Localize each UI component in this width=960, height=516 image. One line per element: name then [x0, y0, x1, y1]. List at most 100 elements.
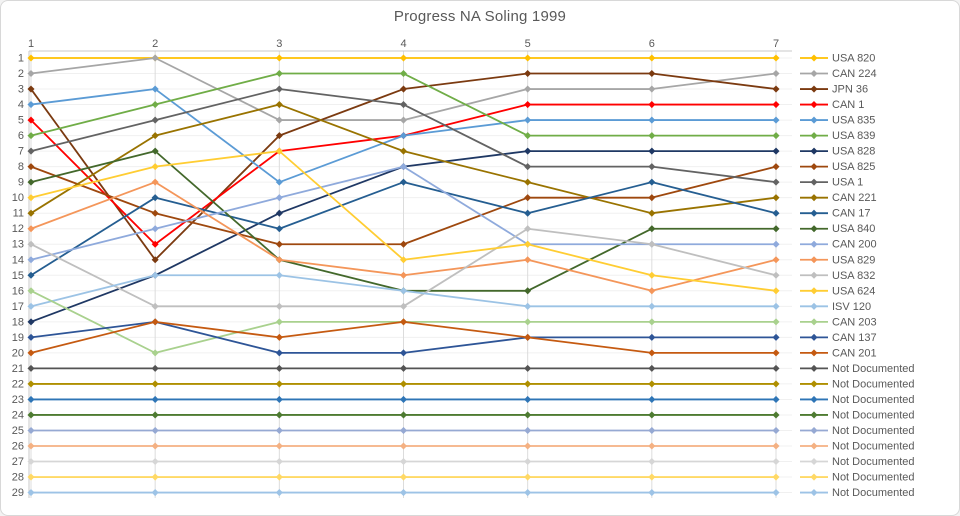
y-tick-label: 27: [12, 456, 24, 468]
legend-item-can-200[interactable]: CAN 200: [800, 239, 877, 251]
legend-item-can-17[interactable]: CAN 17: [800, 208, 871, 220]
legend-item-not-documented-26[interactable]: Not Documented: [800, 441, 915, 453]
y-tick-label: 23: [12, 394, 24, 406]
legend-item-usa-820[interactable]: USA 820: [800, 53, 875, 65]
series-usa-1[interactable]: [27, 85, 780, 186]
y-tick-label: 9: [18, 177, 24, 189]
y-tick-label: 11: [13, 208, 24, 220]
legend-item-can-201[interactable]: CAN 201: [800, 347, 877, 359]
series-can-224[interactable]: [27, 54, 780, 124]
legend-item-not-documented-23[interactable]: Not Documented: [800, 394, 915, 406]
series-not-documented-29[interactable]: [27, 489, 780, 497]
series-usa-624[interactable]: [27, 147, 780, 295]
series-usa-829[interactable]: [27, 178, 780, 295]
legend-item-can-221[interactable]: CAN 221: [800, 192, 877, 204]
legend-item-usa-1[interactable]: USA 1: [800, 177, 863, 189]
y-tick-label: 3: [18, 84, 24, 96]
series-can-201[interactable]: [27, 318, 780, 357]
legend-item-usa-832[interactable]: USA 832: [800, 270, 875, 282]
legend-label: USA 825: [832, 161, 875, 173]
y-tick-label: 26: [12, 441, 24, 453]
y-tick-label: 18: [12, 316, 24, 328]
legend-item-not-documented-29[interactable]: Not Documented: [800, 487, 915, 499]
legend-label: USA 840: [832, 223, 875, 235]
y-tick-label: 4: [18, 99, 24, 111]
legend-item-can-137[interactable]: CAN 137: [800, 332, 877, 344]
x-axis-ticks-top: 1 2 3 4 5 6 7: [28, 38, 779, 50]
legend-item-usa-828[interactable]: USA 828: [800, 146, 875, 158]
legend-label: USA 1: [832, 177, 863, 189]
y-tick-label: 1: [18, 53, 24, 65]
legend-item-usa-840[interactable]: USA 840: [800, 223, 875, 235]
y-tick-label: 14: [12, 254, 24, 266]
x-tick-label: 5: [525, 38, 531, 50]
legend-item-not-documented-21[interactable]: Not Documented: [800, 363, 915, 375]
series-not-documented-23[interactable]: [27, 395, 780, 403]
chart-title[interactable]: Progress NA Soling 1999: [393, 8, 567, 25]
series-jpn-36[interactable]: [27, 69, 780, 264]
legend-label: Not Documented: [832, 378, 915, 390]
x-tick-label: 6: [649, 38, 655, 50]
legend-item-usa-825[interactable]: USA 825: [800, 161, 875, 173]
y-tick-label: 5: [18, 115, 24, 127]
series-usa-839[interactable]: [27, 69, 780, 140]
legend-label: USA 839: [832, 130, 875, 142]
legend-label: Not Documented: [832, 363, 915, 375]
legend-item-usa-829[interactable]: USA 829: [800, 254, 875, 266]
legend-label: Not Documented: [832, 487, 915, 499]
legend-item-usa-839[interactable]: USA 839: [800, 130, 875, 142]
legend-item-not-documented-22[interactable]: Not Documented: [800, 378, 915, 390]
legend-label: Not Documented: [832, 409, 915, 421]
y-axis-ticks-left: 1234567891011121314151617181920212223242…: [12, 53, 24, 500]
x-tick-label: 3: [276, 38, 282, 50]
series-not-documented-27[interactable]: [27, 457, 780, 466]
legend-label: CAN 200: [832, 239, 877, 251]
legend-label: Not Documented: [832, 472, 915, 484]
legend-label: USA 835: [832, 115, 875, 127]
legend-item-can-203[interactable]: CAN 203: [800, 316, 877, 328]
legend-item-not-documented-27[interactable]: Not Documented: [800, 456, 915, 468]
y-tick-label: 25: [12, 425, 24, 437]
series-not-documented-24[interactable]: [27, 411, 780, 419]
legend-item-not-documented-24[interactable]: Not Documented: [800, 409, 915, 421]
series-isv-120[interactable]: [27, 271, 780, 310]
legend-item-jpn-36[interactable]: JPN 36: [800, 84, 868, 96]
legend-label: USA 624: [832, 285, 875, 297]
y-tick-label: 29: [12, 487, 24, 499]
legend-item-usa-624[interactable]: USA 624: [800, 285, 875, 297]
legend-label: CAN 203: [832, 316, 877, 328]
legend-label: Not Documented: [832, 425, 915, 437]
series-not-documented-28[interactable]: [27, 473, 780, 481]
y-tick-label: 19: [12, 332, 24, 344]
legend-label: CAN 17: [832, 208, 871, 220]
series-usa-832[interactable]: [27, 225, 780, 310]
y-tick-label: 15: [12, 270, 24, 282]
y-tick-label: 8: [18, 161, 24, 173]
x-tick-label: 2: [152, 38, 158, 50]
legend-label: USA 832: [832, 270, 875, 282]
legend: USA 820 CAN 224 JPN 36 CAN 1 USA 835 USA 839 U…: [800, 53, 915, 499]
legend-item-can-1[interactable]: CAN 1: [800, 99, 864, 111]
legend-item-not-documented-25[interactable]: Not Documented: [800, 425, 915, 437]
legend-item-usa-835[interactable]: USA 835: [800, 115, 875, 127]
series-not-documented-26[interactable]: [27, 442, 780, 450]
legend-label: Not Documented: [832, 394, 915, 406]
series-usa-835[interactable]: [27, 85, 780, 186]
x-tick-label: 7: [773, 38, 779, 50]
legend-label: USA 828: [832, 146, 875, 158]
series-not-documented-21[interactable]: [27, 364, 780, 372]
legend-label: Not Documented: [832, 456, 915, 468]
legend-label: CAN 224: [832, 68, 877, 80]
series-usa-825[interactable]: [27, 163, 780, 248]
legend-item-isv-120[interactable]: ISV 120: [800, 301, 871, 313]
series-not-documented-25[interactable]: [27, 426, 780, 435]
legend-item-can-224[interactable]: CAN 224: [800, 68, 877, 80]
legend-item-not-documented-28[interactable]: Not Documented: [800, 472, 915, 484]
series-not-documented-22[interactable]: [27, 380, 780, 388]
legend-label: USA 829: [832, 254, 875, 266]
series-can-17[interactable]: [27, 178, 780, 279]
y-tick-label: 2: [18, 68, 24, 80]
y-tick-label: 24: [12, 409, 24, 421]
series-can-221[interactable]: [27, 101, 780, 217]
